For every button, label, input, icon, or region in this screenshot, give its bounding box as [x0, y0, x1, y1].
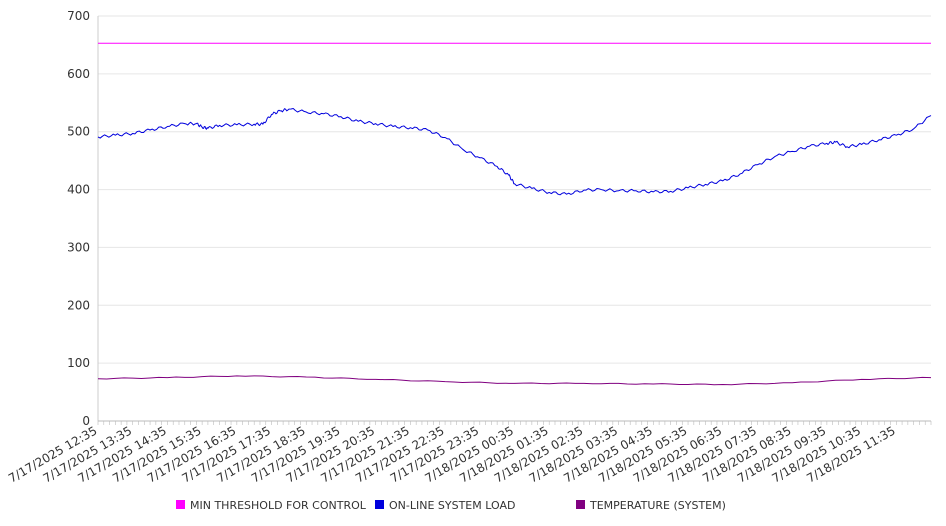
- legend-swatch-min-threshold-for-control: [176, 500, 185, 509]
- legend-swatch-on-line-system-load: [375, 500, 384, 509]
- y-tick-label-500: 500: [67, 125, 90, 139]
- legend-label-min-threshold-for-control: MIN THRESHOLD FOR CONTROL: [190, 499, 367, 512]
- grid: [98, 15, 931, 422]
- series-line-temperature-system: [97, 375, 932, 386]
- y-tick-label-300: 300: [67, 240, 90, 254]
- legend-swatch-temperature-system: [576, 500, 585, 509]
- y-tick-labels: 0 100 200 300 400 500 600 700: [67, 9, 90, 428]
- axes: [97, 16, 932, 425]
- y-tick-label-0: 0: [82, 414, 90, 428]
- y-tick-label-400: 400: [67, 183, 90, 197]
- y-tick-label-700: 700: [67, 9, 90, 23]
- series-line-on-line-system-load: [97, 108, 932, 196]
- legend-label-temperature-system: TEMPERATURE (SYSTEM): [589, 499, 726, 512]
- y-tick-label-100: 100: [67, 356, 90, 370]
- y-tick-label-200: 200: [67, 298, 90, 312]
- series-lines: [97, 42, 932, 386]
- legend: MIN THRESHOLD FOR CONTROL ON-LINE SYSTEM …: [176, 499, 726, 512]
- x-tick-labels: 7/17/2025 12:357/17/2025 13:357/17/2025 …: [6, 423, 898, 485]
- legend-label-on-line-system-load: ON-LINE SYSTEM LOAD: [389, 499, 515, 512]
- y-tick-label-600: 600: [67, 67, 90, 81]
